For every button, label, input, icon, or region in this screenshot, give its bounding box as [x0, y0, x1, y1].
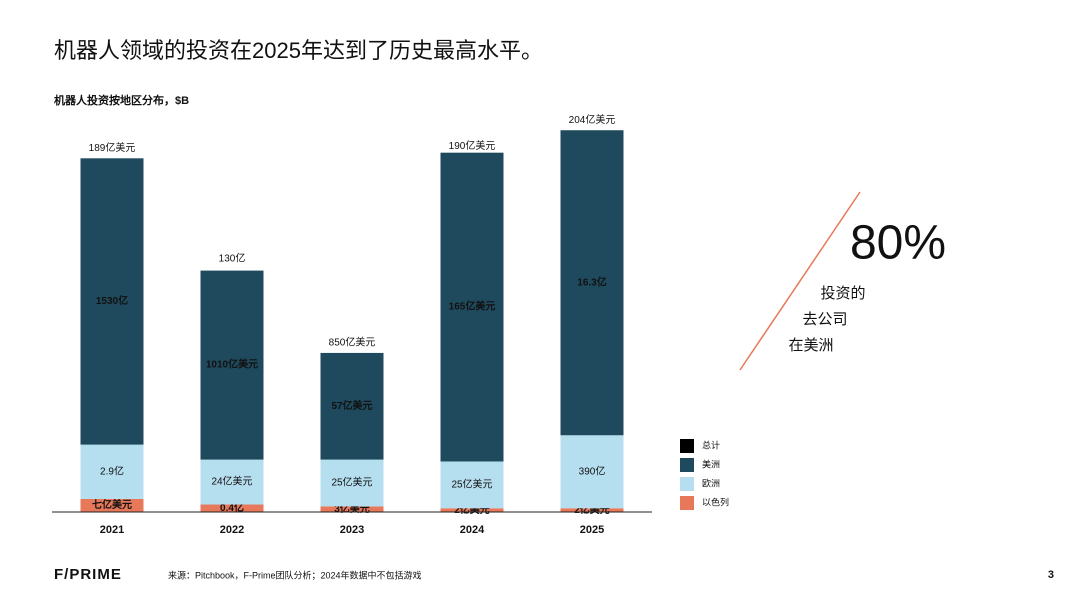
bar-segment: [200, 459, 264, 505]
source-note: 来源：Pitchbook，F-Prime团队分析；2024年数据中不包括游戏: [168, 569, 422, 580]
bar-segment: [80, 444, 144, 499]
chart-title: 机器人投资按地区分布，$B: [54, 93, 189, 107]
segment-label: 25亿美元: [451, 478, 492, 491]
legend-swatch: [680, 439, 694, 453]
bar-segment: [560, 435, 624, 509]
segment-label: 1530亿: [96, 294, 128, 307]
page-number: 3: [1048, 569, 1054, 581]
segment-label: 57亿美元: [331, 399, 372, 412]
callout-line: 投资的: [820, 285, 865, 302]
legend-label: 总计: [702, 439, 720, 450]
bar-segment: [200, 504, 264, 512]
legend-swatch: [680, 477, 694, 491]
total-label: 850亿美元: [329, 336, 376, 349]
x-tick-label: 2024: [460, 524, 485, 536]
segment-label: 25亿美元: [331, 476, 372, 489]
segment-label: 165亿美元: [449, 300, 496, 313]
bar-segment: [320, 352, 384, 460]
x-tick-label: 2025: [580, 524, 604, 536]
bar-segment: [440, 152, 504, 462]
segment-label: 24亿美元: [211, 475, 252, 488]
x-tick-label: 2021: [100, 524, 124, 536]
x-tick-label: 2022: [220, 524, 244, 536]
bar-segment: [80, 158, 144, 445]
bar-segment: [200, 270, 264, 460]
total-label: 189亿美元: [89, 141, 136, 154]
legend-label: 欧洲: [702, 477, 720, 488]
segment-label: 2.9亿: [100, 464, 124, 477]
logo: F/PRIME: [54, 566, 122, 583]
bar-segment: [440, 508, 504, 512]
callout-line: 在美洲: [788, 337, 833, 354]
callout-value: 80%: [850, 217, 946, 270]
total-label: 190亿美元: [449, 139, 496, 152]
slide-title: 机器人领域的投资在2025年达到了历史最高水平。: [54, 38, 543, 63]
segment-label: 390亿: [579, 464, 606, 477]
segment-label: 七亿美元: [92, 498, 132, 511]
total-label: 130亿: [219, 251, 246, 264]
legend-swatch: [680, 496, 694, 510]
bar-segment: [560, 508, 624, 512]
legend-swatch: [680, 458, 694, 472]
callout-slash: [739, 191, 861, 371]
segment-label: 1010亿美元: [206, 358, 258, 371]
legend-label: 以色列: [702, 496, 729, 507]
bar-segment: [80, 498, 144, 512]
callout-line: 去公司: [802, 311, 847, 328]
bar-segment: [440, 461, 504, 509]
legend-label: 美洲: [702, 458, 720, 469]
bar-segment: [320, 506, 384, 512]
bar-segment: [320, 459, 384, 507]
x-tick-label: 2023: [340, 524, 364, 536]
segment-label: 16.3亿: [577, 275, 606, 288]
bar-segment: [560, 130, 624, 436]
total-label: 204亿美元: [569, 113, 616, 126]
